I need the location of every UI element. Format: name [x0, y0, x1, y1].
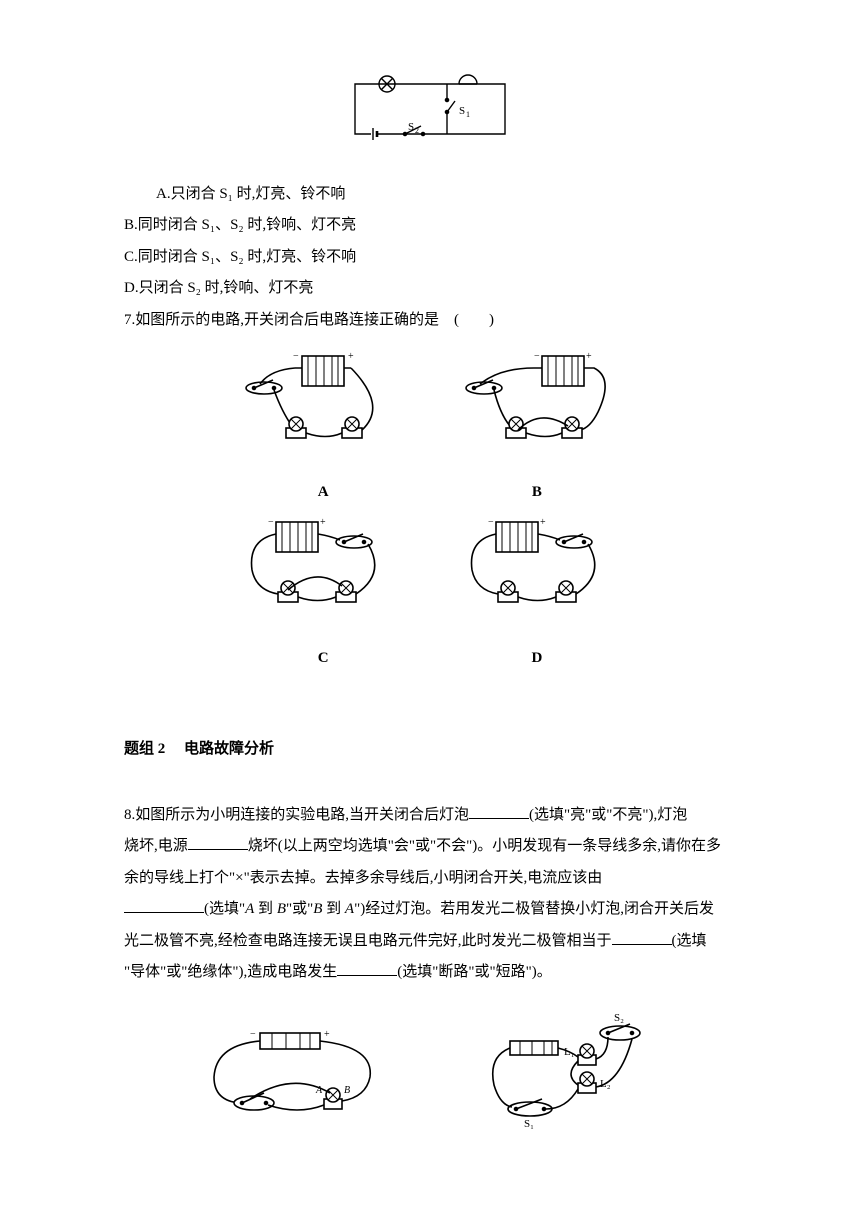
svg-text:−: −	[534, 351, 540, 362]
q7-diagram-d: − +	[450, 514, 630, 624]
svg-text:1: 1	[466, 110, 470, 119]
svg-text:+: +	[348, 351, 354, 362]
q6-option-d: D.只闭合 S₂ 时,铃响、灯不亮	[124, 273, 760, 305]
svg-text:S₁: S₁	[524, 1118, 534, 1130]
q7-diagram-b: − +	[450, 348, 630, 458]
q6-option-b: B.同时闭合 S₁、S₂ 时,铃响、灯不亮	[124, 210, 760, 242]
svg-text:−: −	[293, 351, 299, 362]
svg-text:S: S	[408, 121, 414, 133]
q8-diagram-right: S₂ L₁ L₂ S₁	[460, 1013, 670, 1133]
svg-text:−: −	[250, 1029, 256, 1040]
q7-label-d: D	[432, 643, 642, 675]
svg-text:+: +	[540, 517, 546, 528]
q8-diagram-left: − + A B	[190, 1023, 400, 1133]
q8-diagrams: − + A B	[100, 1013, 760, 1146]
q7-label-a: A	[218, 477, 428, 509]
q8-text: 8.如图所示为小明连接的实验电路,当开关闭合后灯泡(选填"亮"或"不亮"),灯泡…	[124, 800, 760, 989]
circuit-svg: S 1 S 2	[335, 70, 525, 148]
svg-text:+: +	[324, 1029, 330, 1040]
svg-text:−: −	[488, 517, 494, 528]
svg-text:S: S	[459, 105, 465, 117]
q6-option-a: A.只闭合 S₁ 时,灯亮、铃不响	[156, 179, 760, 211]
svg-text:+: +	[586, 351, 592, 362]
q7-diagrams: − +	[100, 348, 760, 674]
q7-label-b: B	[432, 477, 642, 509]
section-2-title: 题组 2 电路故障分析	[124, 734, 760, 766]
svg-text:S₂: S₂	[614, 1013, 624, 1024]
q7-label-c: C	[218, 643, 428, 675]
q7-stem: 7.如图所示的电路,开关闭合后电路连接正确的是 ( )	[124, 305, 760, 337]
svg-text:+: +	[320, 517, 326, 528]
q6-circuit-diagram: S 1 S 2	[100, 70, 760, 161]
svg-text:B: B	[344, 1085, 350, 1096]
svg-text:−: −	[268, 517, 274, 528]
svg-text:A: A	[315, 1085, 323, 1096]
q7-diagram-a: − +	[230, 348, 410, 458]
q6-option-c: C.同时闭合 S₁、S₂ 时,灯亮、铃不响	[124, 242, 760, 274]
q7-diagram-c: − +	[230, 514, 410, 624]
svg-text:2: 2	[415, 126, 419, 135]
